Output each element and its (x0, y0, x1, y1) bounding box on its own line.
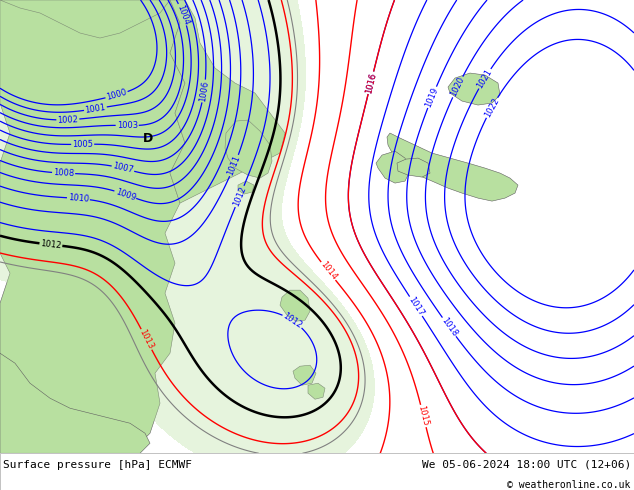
Text: Surface pressure [hPa] ECMWF: Surface pressure [hPa] ECMWF (3, 460, 192, 469)
Text: 1015: 1015 (417, 405, 430, 427)
Polygon shape (387, 133, 518, 201)
Polygon shape (280, 290, 310, 321)
Text: 1012: 1012 (40, 239, 62, 250)
Polygon shape (170, 0, 285, 203)
Text: 1003: 1003 (117, 121, 138, 130)
Text: We 05-06-2024 18:00 UTC (12+06): We 05-06-2024 18:00 UTC (12+06) (422, 460, 631, 469)
Polygon shape (0, 0, 185, 453)
Text: 1002: 1002 (57, 115, 79, 124)
Text: 1022: 1022 (482, 96, 501, 119)
Text: 1017: 1017 (406, 295, 425, 318)
Text: 1004: 1004 (175, 3, 191, 26)
Polygon shape (0, 353, 150, 453)
Text: 1020: 1020 (449, 75, 466, 98)
Text: 1010: 1010 (68, 193, 89, 204)
Text: 1012: 1012 (281, 311, 304, 330)
Polygon shape (225, 120, 272, 178)
Text: © weatheronline.co.uk: © weatheronline.co.uk (507, 480, 631, 490)
Polygon shape (0, 0, 170, 38)
Polygon shape (293, 365, 316, 385)
Text: 1014: 1014 (318, 260, 339, 282)
Text: D: D (143, 132, 153, 145)
Text: 1013: 1013 (138, 328, 155, 351)
Text: 1006: 1006 (198, 80, 210, 102)
Text: 1016: 1016 (364, 72, 378, 94)
Text: 1005: 1005 (72, 140, 93, 149)
Text: 1008: 1008 (53, 168, 74, 178)
Text: 1016: 1016 (364, 72, 378, 94)
Text: 1018: 1018 (439, 316, 459, 338)
Text: 1007: 1007 (112, 162, 134, 175)
Polygon shape (448, 73, 500, 105)
Polygon shape (308, 383, 325, 399)
Polygon shape (376, 151, 410, 183)
Text: 1012: 1012 (231, 185, 248, 208)
Polygon shape (238, 181, 254, 194)
Text: 1011: 1011 (226, 154, 242, 177)
Text: 1009: 1009 (114, 187, 137, 202)
Text: 1021: 1021 (476, 67, 494, 90)
Text: 1000: 1000 (105, 88, 128, 102)
Text: 1019: 1019 (424, 86, 440, 109)
Text: 1001: 1001 (84, 103, 107, 115)
Polygon shape (397, 158, 430, 177)
